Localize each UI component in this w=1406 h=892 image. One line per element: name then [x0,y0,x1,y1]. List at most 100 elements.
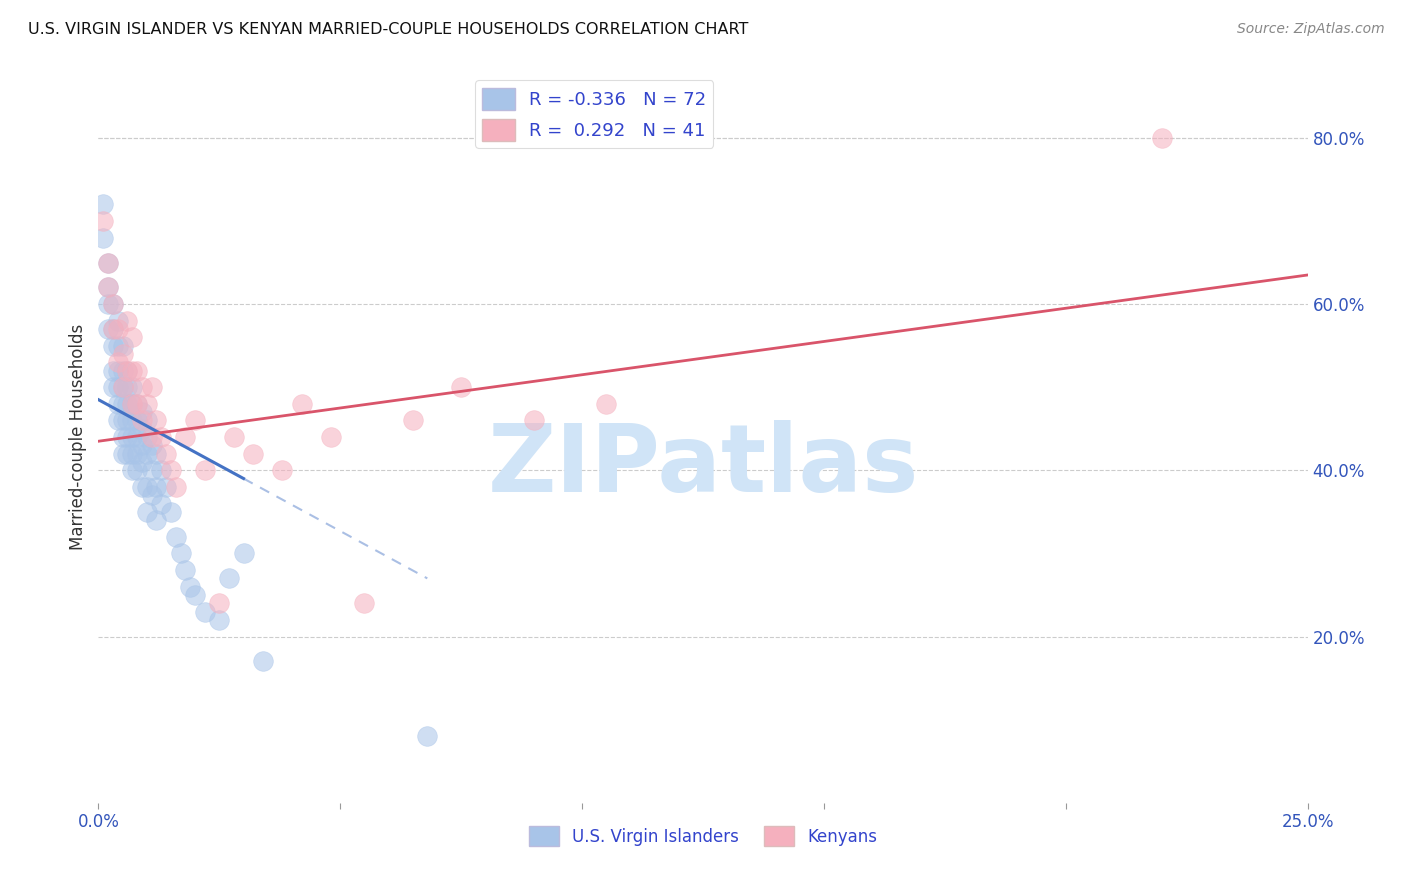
Point [131,455,153,469]
Point [111,363,134,377]
Point [141,488,163,502]
Point [101,297,124,311]
Point [218,571,240,585]
Point [319,430,342,444]
Point [208,596,231,610]
Point [150,463,173,477]
Point [111,338,134,352]
Point [121,430,143,444]
Point [111,397,134,411]
Point [208,613,231,627]
Point [101,338,124,352]
Point [111,413,134,427]
Point [141,380,163,394]
Point [131,413,153,427]
Point [121,397,143,411]
Point [155,447,177,461]
Point [117,314,139,328]
Point [135,505,157,519]
Point [131,405,153,419]
Point [131,480,153,494]
Point [121,447,143,461]
Point [111,347,134,361]
Point [117,363,139,377]
Point [169,546,191,560]
Point [117,447,139,461]
Point [127,447,149,461]
Point [174,430,197,444]
Point [101,380,124,394]
Point [91,197,114,211]
Point [121,380,143,394]
Point [252,655,274,669]
Point [127,430,149,444]
Point [145,447,167,461]
Point [97,322,120,336]
Point [127,397,149,411]
Point [135,480,157,494]
Point [194,463,217,477]
Point [242,447,264,461]
Y-axis label: Married-couple Households: Married-couple Households [69,324,87,550]
Point [1152,131,1174,145]
Text: U.S. VIRGIN ISLANDER VS KENYAN MARRIED-COUPLE HOUSEHOLDS CORRELATION CHART: U.S. VIRGIN ISLANDER VS KENYAN MARRIED-C… [28,22,748,37]
Point [97,255,120,269]
Point [117,430,139,444]
Point [121,330,143,344]
Point [97,297,120,311]
Point [107,413,129,427]
Point [160,505,183,519]
Point [121,413,143,427]
Point [165,480,187,494]
Point [91,214,114,228]
Point [141,438,163,452]
Point [107,380,129,394]
Point [107,338,129,352]
Point [111,380,134,394]
Point [127,413,149,427]
Point [97,280,120,294]
Point [131,422,153,436]
Point [127,463,149,477]
Point [402,413,425,427]
Point [127,397,149,411]
Point [101,322,124,336]
Point [160,463,183,477]
Point [145,513,167,527]
Point [101,297,124,311]
Point [141,430,163,444]
Point [97,255,120,269]
Point [290,397,312,411]
Point [145,413,167,427]
Point [150,430,173,444]
Text: Source: ZipAtlas.com: Source: ZipAtlas.com [1237,22,1385,37]
Point [150,497,173,511]
Point [271,463,294,477]
Point [121,463,143,477]
Point [101,322,124,336]
Point [117,397,139,411]
Point [194,605,217,619]
Point [174,563,197,577]
Point [107,355,129,369]
Point [107,322,129,336]
Point [135,397,157,411]
Point [179,580,201,594]
Point [232,546,254,560]
Legend: U.S. Virgin Islanders, Kenyans: U.S. Virgin Islanders, Kenyans [522,820,884,853]
Point [135,447,157,461]
Point [111,430,134,444]
Point [155,480,177,494]
Point [165,530,187,544]
Point [595,397,617,411]
Point [145,480,167,494]
Point [107,314,129,328]
Point [416,729,439,743]
Point [101,363,124,377]
Point [450,380,472,394]
Point [121,363,143,377]
Point [141,463,163,477]
Point [107,397,129,411]
Point [131,438,153,452]
Point [131,380,153,394]
